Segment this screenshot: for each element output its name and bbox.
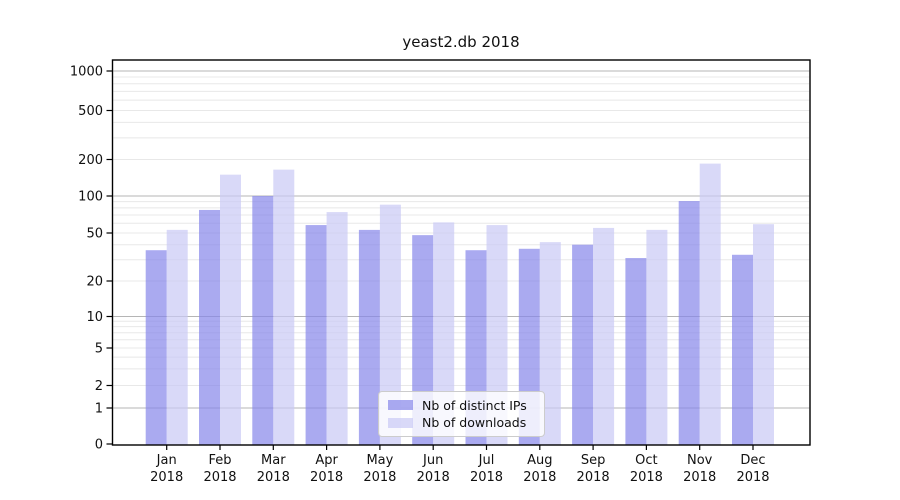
legend-swatch-downloads-icon bbox=[388, 417, 413, 428]
bar-distinct-ips bbox=[625, 258, 647, 445]
x-tick-label-month: Sep bbox=[581, 453, 606, 468]
bar-downloads bbox=[699, 163, 721, 445]
x-tick-label-month: Nov bbox=[687, 453, 713, 468]
bar-distinct-ips bbox=[305, 225, 327, 445]
x-tick-label-year: 2018 bbox=[257, 470, 290, 485]
x-tick-label-year: 2018 bbox=[363, 470, 396, 485]
bar-downloads bbox=[273, 169, 295, 445]
x-tick-label-year: 2018 bbox=[523, 470, 556, 485]
x-tick-label-month: May bbox=[366, 453, 393, 468]
legend-item-downloads: Nb of downloads bbox=[388, 415, 535, 430]
y-tick-label: 1000 bbox=[70, 65, 103, 80]
plot-border bbox=[111, 59, 811, 446]
bar-distinct-ips bbox=[678, 201, 700, 445]
x-tick-label-year: 2018 bbox=[150, 470, 183, 485]
bar-downloads bbox=[753, 224, 774, 445]
bar-downloads bbox=[539, 242, 561, 445]
x-tick-label-month: Jun bbox=[422, 453, 443, 468]
bar-distinct-ips bbox=[358, 229, 380, 445]
x-tick-label-year: 2018 bbox=[736, 470, 769, 485]
bar-downloads bbox=[220, 174, 241, 445]
x-tick-label-year: 2018 bbox=[470, 470, 503, 485]
legend-label: Nb of distinct IPs bbox=[422, 397, 527, 413]
legend-item-distinct-ips: Nb of distinct IPs bbox=[388, 398, 535, 413]
x-tick-label-month: Aug bbox=[527, 453, 552, 468]
x-tick-label-month: Feb bbox=[208, 453, 231, 468]
bar-downloads bbox=[166, 229, 188, 445]
y-tick-label: 500 bbox=[78, 104, 103, 119]
bar-distinct-ips bbox=[252, 196, 274, 445]
bar-distinct-ips bbox=[199, 209, 220, 445]
chart-title: yeast2.db 2018 bbox=[402, 33, 520, 51]
y-tick-label: 200 bbox=[78, 153, 103, 168]
bar-downloads bbox=[433, 222, 455, 445]
x-tick-label-month: Mar bbox=[261, 453, 286, 468]
legend-label: Nb of downloads bbox=[422, 415, 527, 431]
bar-distinct-ips bbox=[572, 244, 594, 445]
y-tick-label: 100 bbox=[78, 190, 103, 205]
x-tick-label-year: 2018 bbox=[203, 470, 236, 485]
x-tick-label-year: 2018 bbox=[683, 470, 716, 485]
bar-downloads bbox=[593, 227, 615, 445]
bar-downloads bbox=[326, 212, 348, 445]
y-tick-label: 50 bbox=[86, 227, 103, 242]
bar-distinct-ips bbox=[145, 250, 167, 445]
bar-downloads bbox=[646, 229, 668, 445]
x-tick-label-month: Jul bbox=[478, 453, 495, 468]
x-tick-label-month: Jan bbox=[156, 453, 177, 468]
x-tick-label-month: Dec bbox=[740, 453, 765, 468]
y-tick-label: 0 bbox=[95, 438, 103, 453]
x-tick-label-year: 2018 bbox=[577, 470, 610, 485]
y-tick-label: 10 bbox=[86, 310, 103, 325]
x-tick-label-year: 2018 bbox=[417, 470, 450, 485]
y-tick-label: 20 bbox=[86, 275, 103, 290]
x-tick-label-year: 2018 bbox=[630, 470, 663, 485]
y-tick-label: 5 bbox=[95, 342, 103, 357]
bar-distinct-ips bbox=[732, 254, 753, 445]
x-tick-label-month: Apr bbox=[315, 453, 338, 468]
bar-downloads bbox=[486, 225, 508, 445]
legend: Nb of distinct IPs Nb of downloads bbox=[378, 391, 545, 437]
x-tick-label-year: 2018 bbox=[310, 470, 343, 485]
x-tick-label-month: Oct bbox=[635, 453, 657, 468]
y-tick-label: 2 bbox=[95, 379, 103, 394]
bar-downloads bbox=[379, 204, 401, 445]
legend-swatch-distinct-ips-icon bbox=[388, 400, 413, 411]
y-tick-label: 1 bbox=[95, 402, 103, 417]
